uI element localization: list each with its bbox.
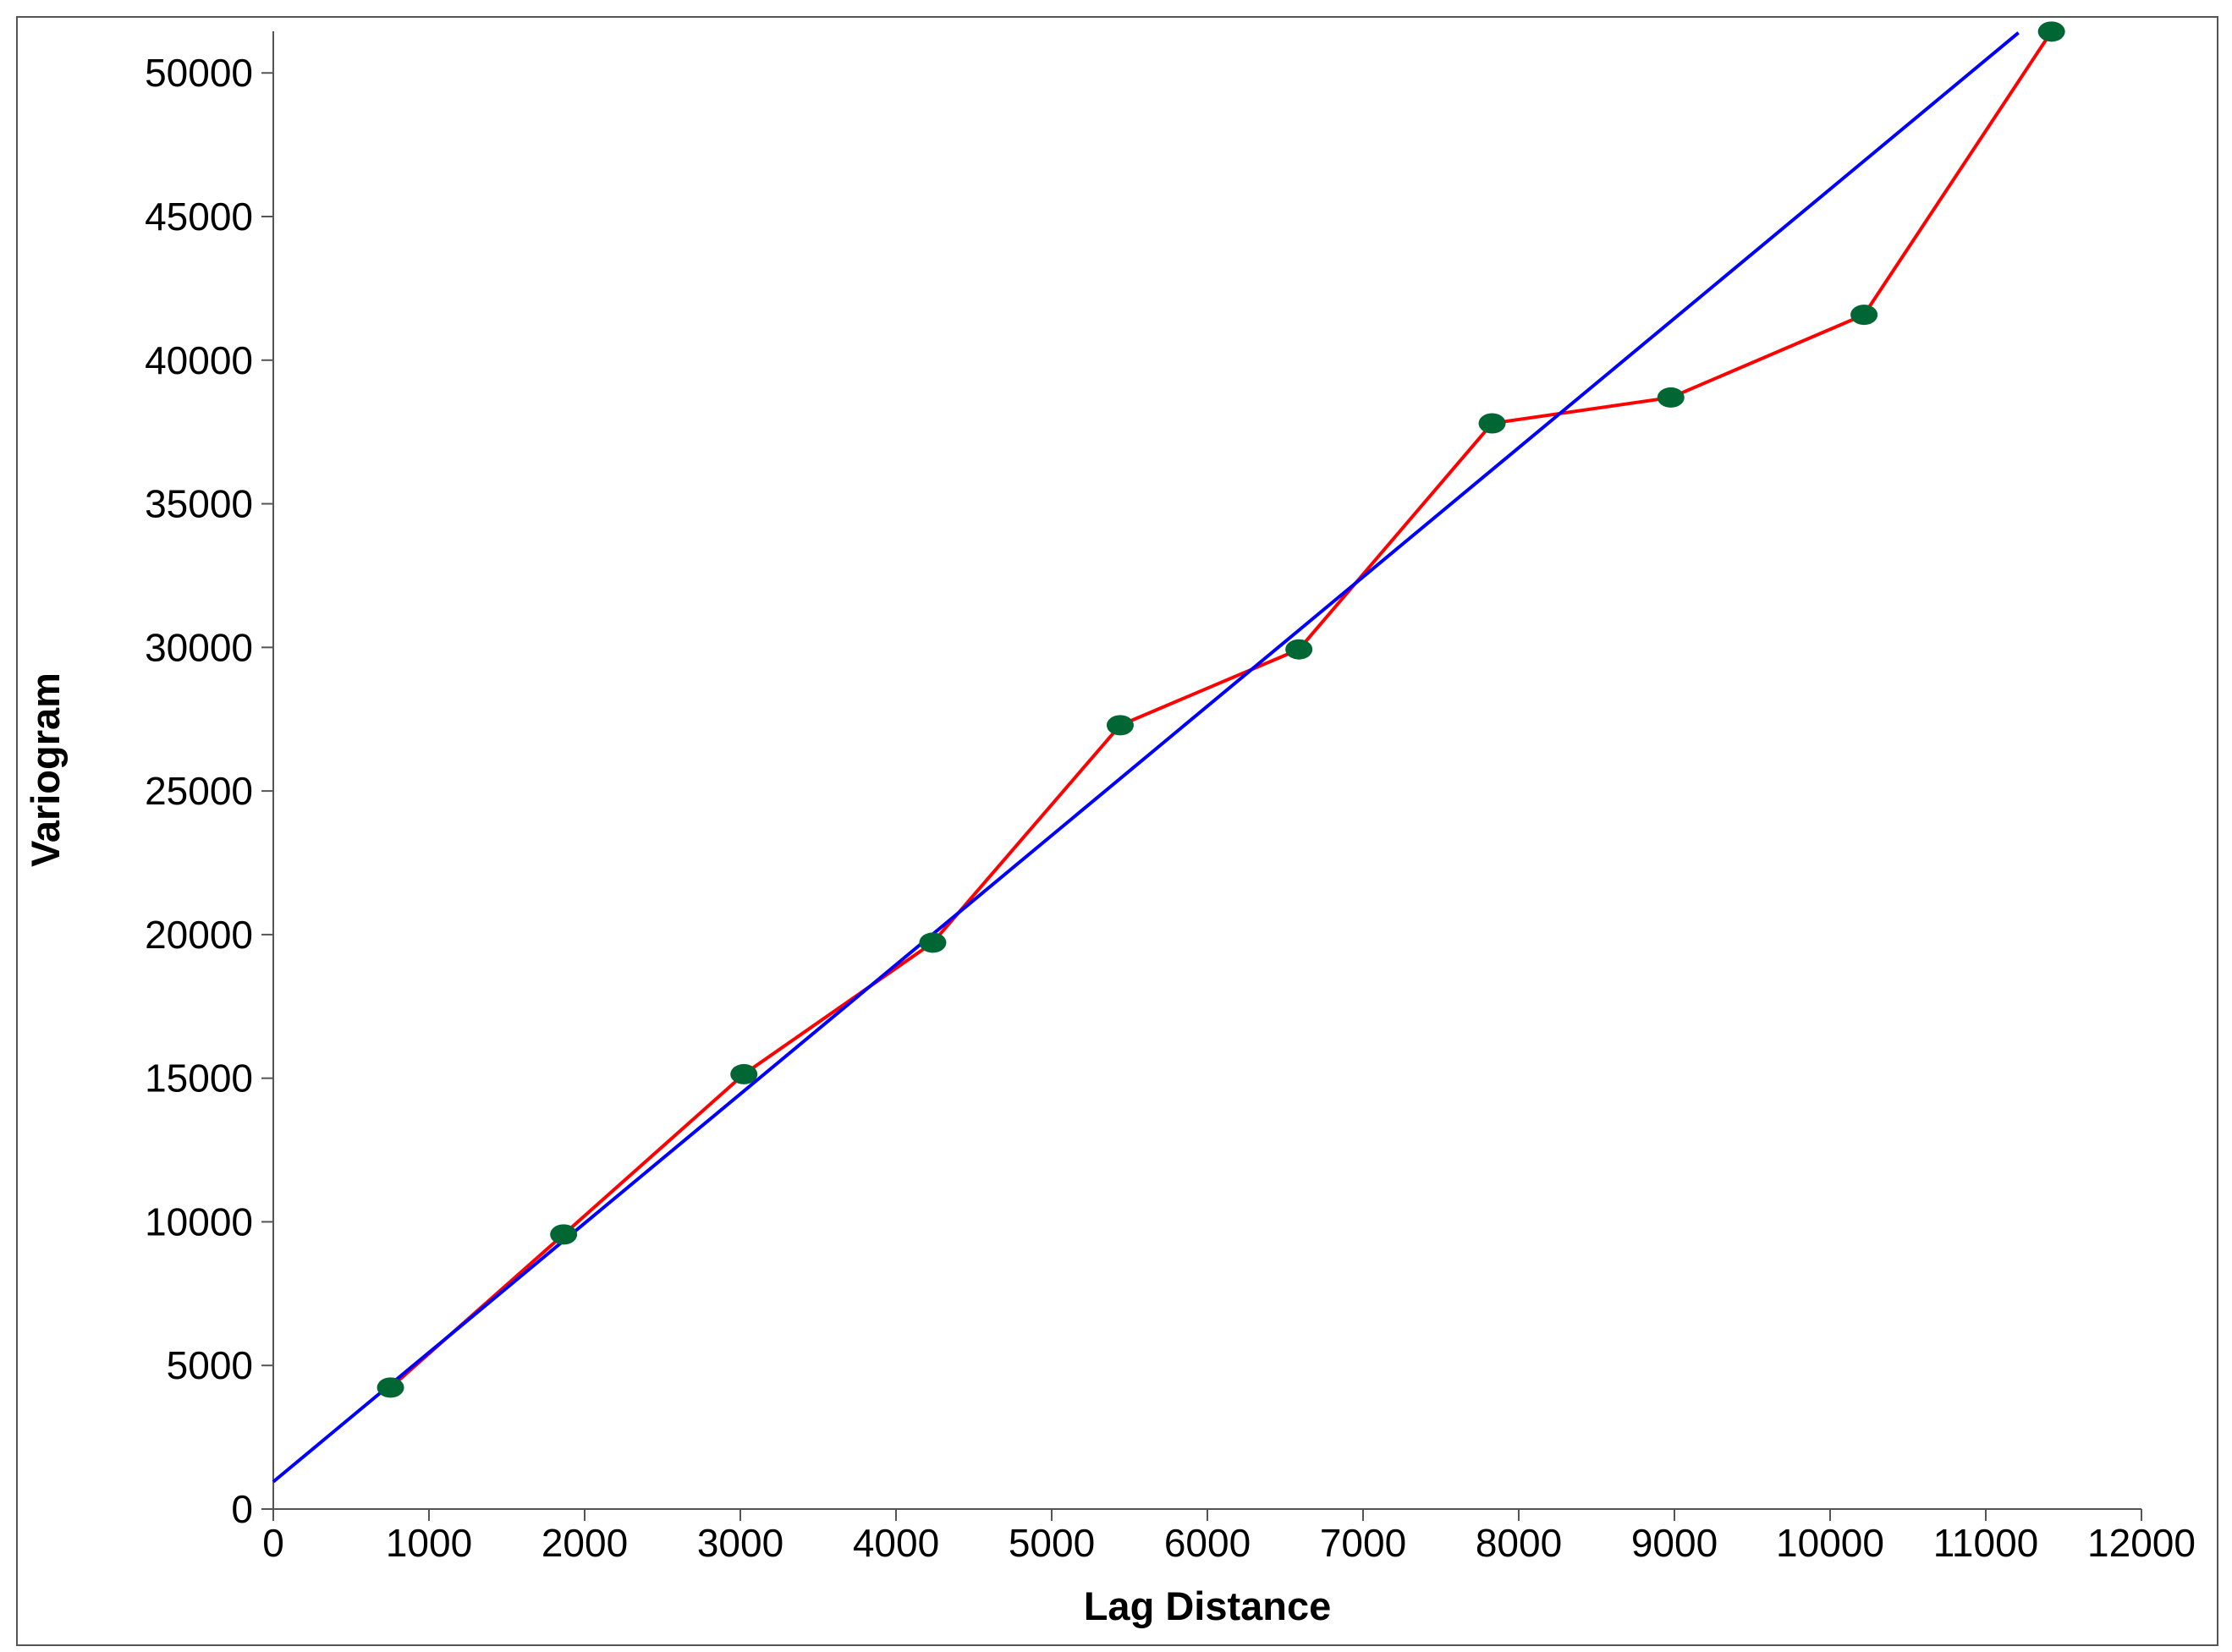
x-tick-label: 1000	[386, 1521, 472, 1565]
x-tick-label: 3000	[697, 1521, 783, 1565]
y-tick-label: 40000	[145, 338, 253, 382]
data-point	[1285, 639, 1313, 660]
y-tick-label: 35000	[145, 482, 253, 526]
y-tick-label: 5000	[167, 1343, 253, 1387]
y-tick-label: 50000	[145, 51, 253, 95]
frame	[16, 16, 2218, 1646]
data-point	[2037, 21, 2065, 42]
x-tick-label: 10000	[1776, 1521, 1884, 1565]
y-tick-label: 10000	[145, 1199, 253, 1243]
data-point	[919, 932, 947, 953]
series-line	[389, 30, 2053, 1389]
x-tick-label: 12000	[2087, 1521, 2196, 1565]
data-point	[1850, 305, 1878, 326]
y-tick-label: 25000	[145, 769, 253, 813]
y-tick-label: 45000	[145, 195, 253, 239]
data-point	[1478, 413, 1506, 434]
y-tick-label: 15000	[145, 1057, 253, 1100]
y-tick-label: 30000	[145, 625, 253, 669]
x-tick-label: 8000	[1476, 1521, 1562, 1565]
data-point	[1106, 715, 1134, 736]
series-line	[272, 31, 2020, 1484]
y-tick-label: 0	[231, 1487, 253, 1531]
x-tick-label: 7000	[1320, 1521, 1406, 1565]
x-tick-label: 4000	[853, 1521, 939, 1565]
y-axis-title: Variogram	[23, 672, 68, 867]
data-point	[730, 1063, 758, 1084]
x-axis-title: Lag Distance	[1084, 1583, 1332, 1628]
x-tick-label: 11000	[1933, 1521, 2039, 1565]
x-tick-label: 6000	[1164, 1521, 1251, 1565]
data-point	[1657, 387, 1685, 408]
x-tick-label: 0	[262, 1521, 284, 1565]
x-tick-label: 5000	[1009, 1521, 1095, 1565]
y-tick-label: 20000	[145, 913, 253, 957]
x-tick-label: 2000	[542, 1521, 628, 1565]
x-tick-label: 9000	[1631, 1521, 1718, 1565]
data-point	[377, 1377, 404, 1398]
data-point	[550, 1224, 578, 1245]
